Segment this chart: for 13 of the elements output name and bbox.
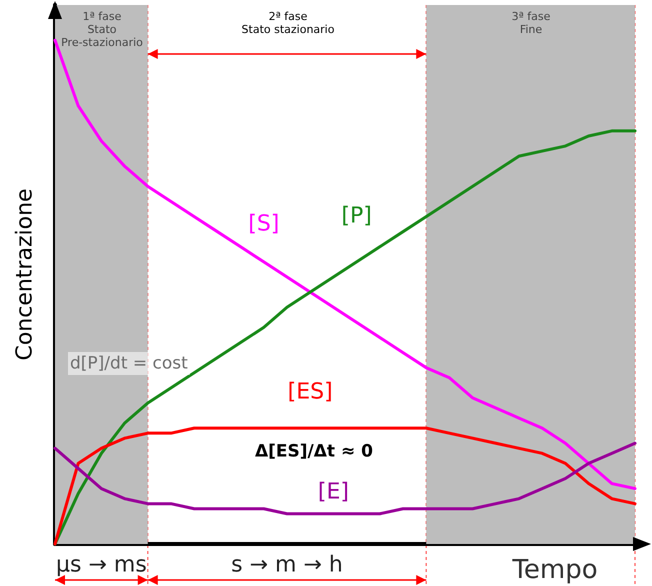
x-axis-title: Tempo [511,555,598,585]
annotation: d[P]/dt = cost [70,354,188,374]
annotation: Δ[ES]/Δt ≈ 0 [255,442,374,462]
series-label: [P] [341,203,372,228]
text: 3ª fase Fine [512,10,551,36]
series-label: [E] [318,479,349,504]
text: 2ª fase Stato stazionario [242,10,335,36]
x-tick-label: s → m → h [231,552,343,578]
x-tick-label: μs → ms [56,552,147,578]
annotation: 1ª fase Stato Pre-stazionario [61,10,144,49]
series-label: [ES] [288,380,333,405]
series-label: [S] [248,211,280,236]
y-axis-title: Concentrazione [12,188,38,361]
